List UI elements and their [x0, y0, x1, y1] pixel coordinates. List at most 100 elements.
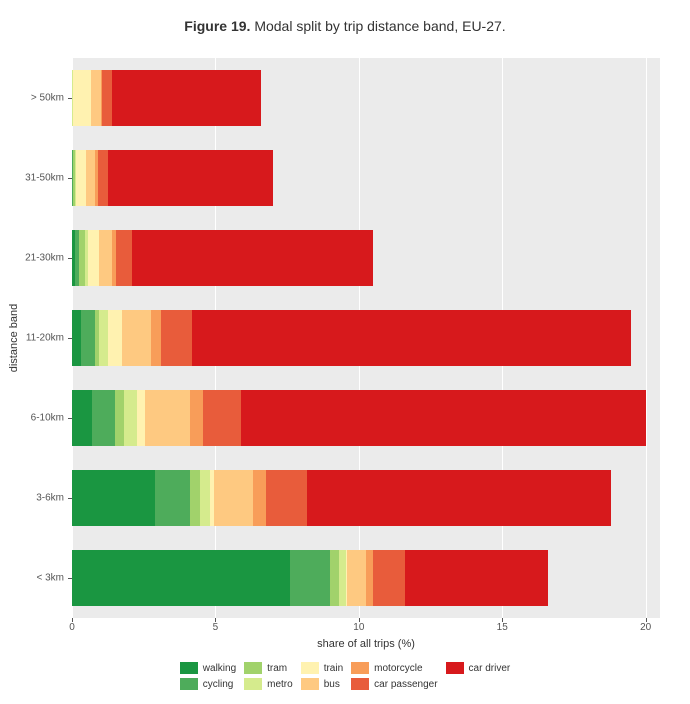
bar-segment — [115, 390, 124, 446]
gridline — [646, 58, 647, 618]
legend-inner: walking cycling tram metro train bus motorcycl… — [176, 660, 514, 692]
bar-segment — [339, 550, 346, 606]
bar-segment — [347, 550, 366, 606]
legend-item: bus — [301, 676, 343, 692]
legend-item: walking — [180, 660, 236, 676]
legend-item: motorcycle — [351, 660, 437, 676]
y-tick-mark — [68, 98, 72, 99]
figure: Figure 19. Modal split by trip distance … — [0, 0, 690, 704]
legend-column: tram metro — [244, 660, 293, 692]
bar-segment — [99, 310, 108, 366]
bar-segment — [88, 230, 99, 286]
figure-title-text: Modal split by trip distance band, EU-27… — [250, 18, 505, 34]
legend-label: cycling — [203, 679, 234, 690]
bar-segment — [72, 310, 81, 366]
bar-segment — [86, 150, 95, 206]
bar-segment — [81, 310, 95, 366]
y-tick-label: < 3km — [0, 573, 64, 584]
x-tick-label: 10 — [353, 622, 364, 633]
bar-segment — [241, 390, 645, 446]
x-tick-label: 5 — [213, 622, 219, 633]
y-tick-label: 6-10km — [0, 413, 64, 424]
legend-swatch — [244, 662, 262, 674]
legend-label: tram — [267, 663, 287, 674]
bar-segment — [200, 470, 210, 526]
x-tick-label: 20 — [640, 622, 651, 633]
figure-title-number: Figure 19. — [184, 18, 250, 34]
bar-segment — [151, 310, 161, 366]
bar-segment — [92, 390, 115, 446]
bar-segment — [307, 470, 611, 526]
bar-segment — [98, 150, 108, 206]
bar-segment — [137, 390, 146, 446]
legend-column: train bus — [301, 660, 343, 692]
bar-segment — [112, 70, 261, 126]
legend-column: motorcycle car passenger — [351, 660, 437, 692]
bar-segment — [366, 550, 373, 606]
bar-segment — [108, 150, 273, 206]
y-tick-mark — [68, 498, 72, 499]
legend-swatch — [351, 662, 369, 674]
y-tick-label: 11-20km — [0, 333, 64, 344]
bar-segment — [405, 550, 548, 606]
legend-item: car driver — [446, 660, 511, 676]
chart-plot-area — [72, 58, 660, 618]
bar-segment — [161, 310, 193, 366]
bar-segment — [108, 310, 122, 366]
bar-segment — [203, 390, 242, 446]
bar-segment — [124, 390, 137, 446]
y-tick-label: 21-30km — [0, 253, 64, 264]
bar-segment — [91, 70, 101, 126]
bar-segment — [72, 550, 290, 606]
y-tick-label: 31-50km — [0, 173, 64, 184]
bar-segment — [192, 310, 631, 366]
y-tick-label: 3-6km — [0, 493, 64, 504]
legend-swatch — [301, 662, 319, 674]
legend-label: bus — [324, 679, 340, 690]
bar-segment — [190, 390, 203, 446]
y-tick-mark — [68, 578, 72, 579]
legend-swatch — [446, 662, 464, 674]
legend-label: car driver — [469, 663, 511, 674]
bar-segment — [122, 310, 151, 366]
legend-column: car driver — [446, 660, 511, 676]
y-tick-mark — [68, 178, 72, 179]
bar-segment — [190, 470, 200, 526]
x-tick-label: 15 — [497, 622, 508, 633]
legend-swatch — [244, 678, 262, 690]
legend-item: metro — [244, 676, 293, 692]
legend-item: cycling — [180, 676, 236, 692]
bar-segment — [132, 230, 373, 286]
legend-swatch — [351, 678, 369, 690]
x-tick-label: 0 — [69, 622, 75, 633]
legend-label: train — [324, 663, 343, 674]
y-tick-label: > 50km — [0, 93, 64, 104]
y-tick-mark — [68, 338, 72, 339]
bar-segment — [373, 550, 405, 606]
legend-label: motorcycle — [374, 663, 422, 674]
bar-segment — [155, 470, 189, 526]
x-axis-label: share of all trips (%) — [72, 638, 660, 650]
legend-label: metro — [267, 679, 293, 690]
bar-segment — [76, 150, 86, 206]
y-tick-mark — [68, 418, 72, 419]
bar-segment — [330, 550, 339, 606]
bar-segment — [72, 390, 92, 446]
legend-swatch — [180, 678, 198, 690]
legend-swatch — [180, 662, 198, 674]
bar-segment — [290, 550, 330, 606]
legend: walking cycling tram metro train bus motorcycl… — [0, 660, 690, 692]
legend-item: train — [301, 660, 343, 676]
legend-swatch — [301, 678, 319, 690]
bar-segment — [102, 70, 112, 126]
legend-item: tram — [244, 660, 293, 676]
figure-title: Figure 19. Modal split by trip distance … — [0, 18, 690, 34]
legend-item: car passenger — [351, 676, 437, 692]
bar-segment — [214, 470, 253, 526]
legend-label: car passenger — [374, 679, 437, 690]
bar-segment — [145, 390, 189, 446]
bar-segment — [266, 470, 308, 526]
bar-segment — [99, 230, 112, 286]
bar-segment — [116, 230, 132, 286]
bar-segment — [73, 70, 90, 126]
